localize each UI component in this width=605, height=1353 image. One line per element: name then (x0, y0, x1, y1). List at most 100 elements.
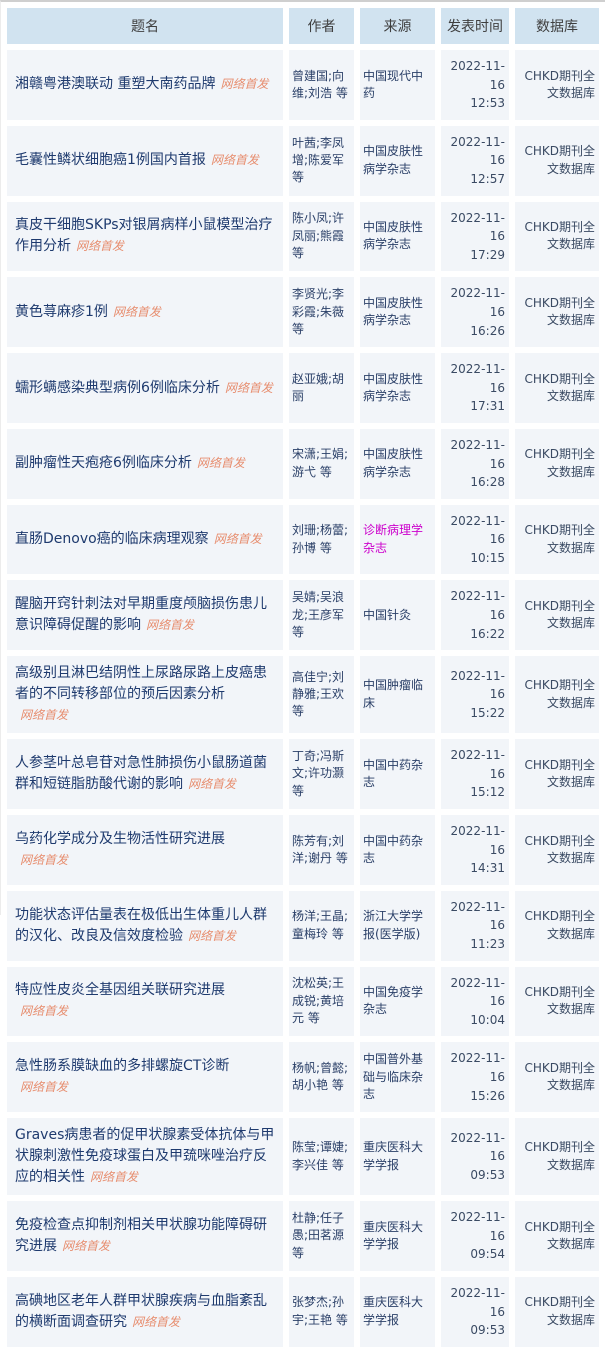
source-link[interactable]: 中国普外基础与临床杂志 (363, 1052, 424, 1101)
source-cell: 中国中药杂志 (360, 815, 435, 885)
online-first-tag[interactable]: 网络首发 (196, 456, 245, 471)
online-first-tag[interactable]: 网络首发 (20, 1080, 69, 1095)
results-tbody: 湘赣粤港澳联动 重塑大南药品牌 网络首发 曾建国;向维;刘浩 等 中国现代中药 2… (7, 50, 599, 1347)
authors-link[interactable]: 张梦杰;孙宇;王艳 等 (292, 1295, 348, 1327)
publish-date: 2022-11-16 (450, 1051, 505, 1084)
source-link[interactable]: 中国中药杂志 (363, 833, 424, 865)
authors-link[interactable]: 陈芳有;刘洋;谢丹 等 (292, 833, 348, 865)
article-title-link[interactable]: 黄色荨麻疹1例 (15, 303, 108, 320)
online-first-tag[interactable]: 网络首发 (90, 1170, 139, 1185)
authors-link[interactable]: 曾建国;向维;刘浩 等 (292, 68, 348, 100)
title-cell: 功能状态评估量表在极低出生体重儿人群的汉化、改良及信效度检验 网络首发 (7, 890, 283, 961)
database-name: CHKD期刊全文数据库 (524, 833, 595, 865)
online-first-tag[interactable]: 网络首发 (76, 239, 125, 254)
authors-link[interactable]: 杜静;任子愚;田茗源 等 (292, 1210, 345, 1260)
online-first-tag[interactable]: 网络首发 (20, 708, 69, 723)
source-link[interactable]: 中国皮肤性病学杂志 (363, 295, 424, 328)
authors-link[interactable]: 杨帆;曾懿;胡小艳 等 (292, 1060, 349, 1093)
publish-time: 15:26 (470, 1088, 505, 1103)
publish-date: 2022-11-16 (450, 1130, 505, 1164)
article-title-link[interactable]: 免疫检查点抑制剂相关甲状腺功能障碍研究进展 (15, 1217, 267, 1255)
source-link[interactable]: 中国皮肤性病学杂志 (363, 144, 424, 176)
publish-time: 11:23 (470, 937, 505, 951)
authors-link[interactable]: 叶茜;李凤增;陈爱军 等 (292, 135, 345, 185)
source-cell: 中国皮肤性病学杂志 (360, 277, 435, 348)
source-cell: 诊断病理学杂志 (360, 504, 435, 575)
source-link[interactable]: 中国中药杂志 (363, 757, 424, 790)
article-title-link[interactable]: 蠕形螨感染典型病例6例临床分析 (15, 379, 220, 396)
article-title-link[interactable]: 副肿瘤性天疱疮6例临床分析 (15, 455, 192, 472)
article-title-link[interactable]: 毛囊性鳞状细胞癌1例国内首报 (15, 152, 206, 169)
table-row: 副肿瘤性天疱疮6例临床分析 网络首发 宋潇;王娟;游弋 等 中国皮肤性病学杂志 2… (7, 428, 599, 499)
online-first-tag[interactable]: 网络首发 (210, 153, 259, 168)
authors-link[interactable]: 沈松英;王成锐;黄培元 等 (292, 976, 345, 1026)
online-first-tag[interactable]: 网络首发 (220, 77, 269, 92)
database-cell: CHKD期刊全文数据库 (515, 1276, 599, 1347)
source-link[interactable]: 中国免疫学杂志 (363, 985, 424, 1017)
article-title-link[interactable]: 乌药化学成分及生物活性研究进展 (15, 830, 225, 847)
source-link[interactable]: 重庆医科大学学报 (363, 1140, 424, 1172)
source-link[interactable]: 中国皮肤性病学杂志 (363, 220, 424, 252)
title-cell: 毛囊性鳞状细胞癌1例国内首报 网络首发 (7, 125, 283, 196)
authors-link[interactable]: 高佳宁;刘静雅;王欢 等 (292, 669, 345, 719)
table-row: Graves病患者的促甲状腺素受体抗体与甲状腺刺激性免疫球蛋白及甲巯咪唑治疗反应… (7, 1118, 599, 1196)
title-cell: 副肿瘤性天疱疮6例临床分析 网络首发 (7, 428, 283, 499)
online-first-tag[interactable]: 网络首发 (146, 618, 195, 633)
article-title-link[interactable]: 醒脑开窍针刺法对早期重度颅脑损伤患儿意识障碍促醒的影响 (15, 596, 267, 634)
table-row: 免疫检查点抑制剂相关甲状腺功能障碍研究进展 网络首发 杜静;任子愚;田茗源 等 重… (7, 1201, 599, 1271)
database-cell: CHKD期刊全文数据库 (515, 656, 599, 734)
authors-link[interactable]: 刘珊;杨蕾;孙博 等 (292, 523, 349, 555)
source-link[interactable]: 重庆医科大学学报 (363, 1219, 424, 1252)
title-cell: Graves病患者的促甲状腺素受体抗体与甲状腺刺激性免疫球蛋白及甲巯咪唑治疗反应… (7, 1118, 283, 1196)
database-cell: CHKD期刊全文数据库 (515, 580, 599, 651)
article-title-link[interactable]: 急性肠系膜缺血的多排螺旋CT诊断 (15, 1058, 230, 1075)
article-title-link[interactable]: 直肠Denovo癌的临床病理观察 (15, 531, 209, 548)
source-link[interactable]: 中国皮肤性病学杂志 (363, 447, 424, 479)
article-title-link[interactable]: 人参茎叶总皂苷对急性肺损伤小鼠肠道菌群和短链脂肪酸代谢的影响 (15, 755, 267, 793)
date-cell: 2022-11-16 14:31 (441, 815, 509, 885)
article-title-link[interactable]: 高级别且淋巴结阴性上尿路尿路上皮癌患者的不同转移部位的预后因素分析 (15, 665, 267, 703)
authors-link[interactable]: 吴婧;吴浪龙;王彦军 等 (292, 590, 345, 640)
column-header-database: 数据库 (515, 8, 599, 44)
authors-link[interactable]: 陈小凤;许凤丽;熊霞 等 (292, 211, 345, 261)
publish-date: 2022-11-16 (450, 362, 505, 395)
source-link[interactable]: 重庆医科大学学报 (363, 1295, 424, 1327)
source-link[interactable]: 诊断病理学杂志 (363, 523, 424, 555)
authors-link[interactable]: 李贤光;李彩霞;朱薇 等 (292, 287, 345, 336)
source-link[interactable]: 中国皮肤性病学杂志 (363, 371, 424, 404)
online-first-tag[interactable]: 网络首发 (213, 532, 262, 547)
authors-link[interactable]: 赵亚娥;胡丽 (292, 371, 345, 404)
publish-date: 2022-11-16 (450, 899, 505, 933)
authors-cell: 张梦杰;孙宇;王艳 等 (289, 1276, 354, 1347)
online-first-tag[interactable]: 网络首发 (224, 380, 273, 395)
source-link[interactable]: 中国现代中药 (363, 68, 424, 100)
online-first-tag[interactable]: 网络首发 (132, 1314, 181, 1329)
date-cell: 2022-11-16 10:15 (441, 504, 509, 575)
online-first-tag[interactable]: 网络首发 (20, 852, 69, 867)
source-link[interactable]: 浙江大学学报(医学版) (363, 909, 424, 941)
article-title-link[interactable]: 湘赣粤港澳联动 重塑大南药品牌 (15, 76, 216, 93)
article-title-link[interactable]: 真皮干细胞SKPs对银屑病样小鼠模型治疗作用分析 (15, 217, 273, 255)
source-cell: 中国免疫学杂志 (360, 966, 435, 1037)
online-first-tag[interactable]: 网络首发 (112, 304, 161, 319)
online-first-tag[interactable]: 网络首发 (188, 777, 237, 792)
source-cell: 中国皮肤性病学杂志 (360, 353, 435, 423)
publish-date: 2022-11-16 (450, 513, 505, 547)
authors-link[interactable]: 丁奇;冯斯文;许功灏 等 (292, 749, 345, 798)
online-first-tag[interactable]: 网络首发 (20, 1004, 69, 1019)
source-link[interactable]: 中国针灸 (363, 607, 412, 622)
authors-link[interactable]: 陈莹;谭婕;李兴佳 等 (292, 1140, 349, 1172)
online-first-tag[interactable]: 网络首发 (188, 928, 237, 943)
table-row: 高级别且淋巴结阴性上尿路尿路上皮癌患者的不同转移部位的预后因素分析网络首发 高佳… (7, 656, 599, 734)
source-link[interactable]: 中国肿瘤临床 (363, 678, 424, 710)
date-cell: 2022-11-16 15:22 (441, 656, 509, 734)
authors-link[interactable]: 宋潇;王娟;游弋 等 (292, 447, 349, 479)
database-name: CHKD期刊全文数据库 (524, 447, 595, 479)
article-title-link[interactable]: Graves病患者的促甲状腺素受体抗体与甲状腺刺激性免疫球蛋白及甲巯咪唑治疗反应… (15, 1127, 275, 1186)
online-first-tag[interactable]: 网络首发 (62, 1239, 111, 1254)
authors-cell: 宋潇;王娟;游弋 等 (289, 428, 354, 499)
article-title-link[interactable]: 特应性皮炎全基因组关联研究进展 (15, 982, 225, 999)
table-row: 乌药化学成分及生物活性研究进展网络首发 陈芳有;刘洋;谢丹 等 中国中药杂志 2… (7, 815, 599, 885)
authors-link[interactable]: 杨洋;王晶;童梅玲 等 (292, 909, 349, 941)
